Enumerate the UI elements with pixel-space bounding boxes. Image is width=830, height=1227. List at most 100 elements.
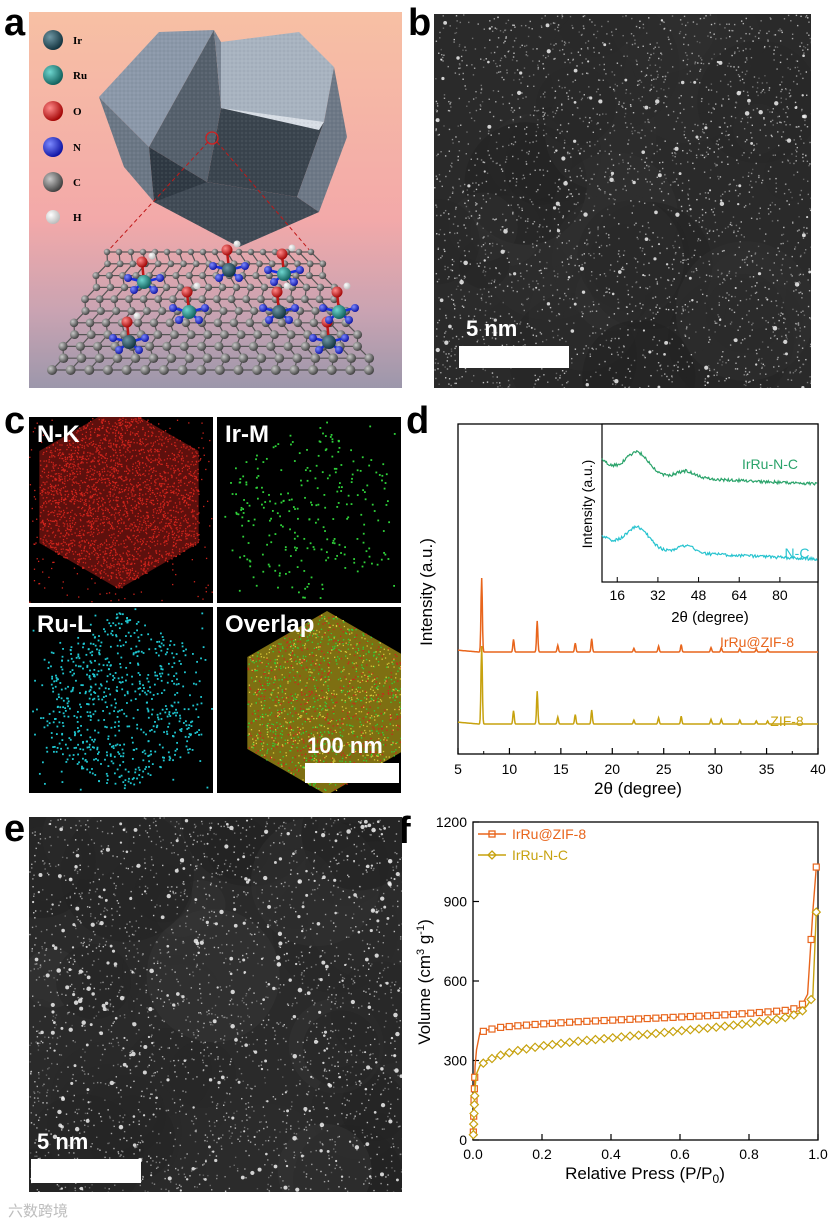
isotherm-x-tick-label: 0.8 <box>739 1146 759 1162</box>
isotherm-plot-frame <box>472 821 819 1141</box>
panel-label-a: a <box>4 2 26 44</box>
legend-ir: Ir <box>43 30 82 50</box>
xrd-line-1 <box>458 645 818 725</box>
isotherm-point <box>754 1016 765 1027</box>
xrd-inset-tick-label: 32 <box>650 587 666 603</box>
isotherm-point <box>642 1029 653 1040</box>
stem-image-texture <box>434 14 811 388</box>
xrd-inset-line-0 <box>601 449 818 487</box>
isotherm-point <box>625 1031 635 1041</box>
isotherm-point <box>626 1015 634 1023</box>
isotherm-y-tick-label: 0 <box>459 1132 467 1148</box>
isotherm-point <box>635 1015 643 1023</box>
xrd-line-0 <box>458 577 818 653</box>
xrd-x-axis-title: 2θ (degree) <box>594 779 682 798</box>
legend-h: H <box>46 210 82 224</box>
scale-bar-label-e: 5 nm <box>37 1129 89 1154</box>
isotherm-point <box>771 1014 782 1025</box>
isotherm-point <box>530 1042 540 1053</box>
isotherm-point <box>600 1016 608 1025</box>
isotherm-point <box>755 1008 763 1017</box>
eds-map-ru-dots <box>32 608 213 791</box>
isotherm-point <box>633 1030 644 1041</box>
xrd-x-tick-label: 5 <box>454 761 462 777</box>
svg-text:N: N <box>73 142 81 154</box>
isotherm-point <box>669 1013 677 1021</box>
isotherm-point <box>522 1021 531 1029</box>
isotherm-point <box>468 1119 479 1129</box>
isotherm-point <box>616 1032 627 1042</box>
xrd-inset-tick-label: 80 <box>772 587 788 603</box>
isotherm-point <box>721 1011 729 1019</box>
xrd-inset-tick-label: 16 <box>609 587 625 603</box>
xrd-x-tick-label: 10 <box>502 761 518 777</box>
isotherm-point <box>599 1033 609 1044</box>
isotherm-point <box>668 1026 678 1037</box>
legend-ru: Ru <box>43 65 87 85</box>
eds-map-overlap: Overlap 100 nm <box>217 607 401 793</box>
isotherm-point <box>583 1017 591 1025</box>
isotherm-point <box>564 1037 575 1048</box>
isotherm-point <box>811 907 822 917</box>
xrd-chart: 5 10 15 20 25 30 35 40 2θ (degree) Intensity (a… <box>417 423 826 798</box>
isotherm-point <box>806 994 816 1005</box>
isotherm-point <box>521 1044 532 1054</box>
svg-text:C: C <box>73 177 81 189</box>
isotherm-point <box>574 1018 582 1026</box>
isotherm-point <box>773 1007 781 1015</box>
xrd-series <box>458 577 818 725</box>
isotherm-point <box>797 1005 808 1016</box>
isotherm-point <box>747 1009 755 1017</box>
isotherm-point <box>591 1017 600 1025</box>
isotherm-point <box>652 1014 660 1022</box>
legend-item-irru-n-c: IrRu-N-C <box>478 847 568 863</box>
crystal-polyhedron <box>99 30 347 247</box>
xrd-inset-line-1 <box>601 525 818 562</box>
xrd-inset-series <box>601 449 818 562</box>
panel-label-e: e <box>4 808 26 850</box>
isotherm-point <box>694 1024 704 1034</box>
isotherm-x-tick-label: 0.0 <box>463 1146 483 1162</box>
svg-text:Ir: Ir <box>73 35 82 47</box>
isotherm-point <box>566 1018 574 1026</box>
isotherm-x-tick-label: 0.6 <box>670 1146 690 1162</box>
isotherm-point <box>704 1012 712 1020</box>
isotherm-point <box>781 1006 789 1014</box>
isotherm-point <box>676 1025 687 1036</box>
isotherm-y-tick-label: 300 <box>444 1053 468 1069</box>
isotherm-point <box>556 1038 566 1049</box>
isotherm-x-tick-label: 1.0 <box>808 1146 828 1162</box>
panel-label-c: c <box>4 400 26 442</box>
isotherm-point <box>695 1012 703 1020</box>
isotherm-point <box>728 1020 739 1031</box>
isotherm-point <box>488 1025 496 1033</box>
xrd-x-tick-label: 20 <box>604 761 620 777</box>
isotherm-point <box>495 1050 506 1061</box>
xrd-inset-label-irru-n-c: IrRu-N-C <box>742 456 798 472</box>
scale-bar-label: 5 nm <box>466 316 518 341</box>
isotherm-point <box>469 1090 480 1101</box>
xrd-x-tick-label: 25 <box>656 761 672 777</box>
isotherm-point <box>712 1011 720 1019</box>
isotherm-x-tick-label: 0.4 <box>601 1146 621 1162</box>
eds-map-ir-dots <box>224 421 396 599</box>
atom-legend: Ir Ru O N C H <box>43 30 87 224</box>
xrd-x-tick-label: 35 <box>759 761 775 777</box>
isotherm-point <box>685 1024 696 1035</box>
isotherm-point <box>547 1039 558 1050</box>
xrd-series-label-zif8: ZIF-8 <box>770 713 804 729</box>
isotherm-x-tick-label: 0.2 <box>532 1146 552 1162</box>
isotherm-point <box>469 1108 479 1119</box>
panel-label-d: d <box>406 400 430 442</box>
isotherm-point <box>607 1032 618 1043</box>
xrd-inset-label-n-c: N-C <box>785 545 810 561</box>
xrd-x-axis: 5 10 15 20 25 30 35 40 <box>454 748 826 777</box>
xrd-x-tick-label: 40 <box>810 761 826 777</box>
xrd-inset-x-axis: 16 32 48 64 80 <box>609 577 788 603</box>
isotherm-point <box>557 1019 565 1027</box>
xrd-y-axis-title: Intensity (a.u.) <box>417 538 436 646</box>
isotherm-point <box>590 1034 601 1045</box>
svg-text:Ru: Ru <box>73 70 87 82</box>
panel-b-stem-image: 5 nm <box>434 14 811 388</box>
eds-map-n-dots <box>29 417 213 603</box>
